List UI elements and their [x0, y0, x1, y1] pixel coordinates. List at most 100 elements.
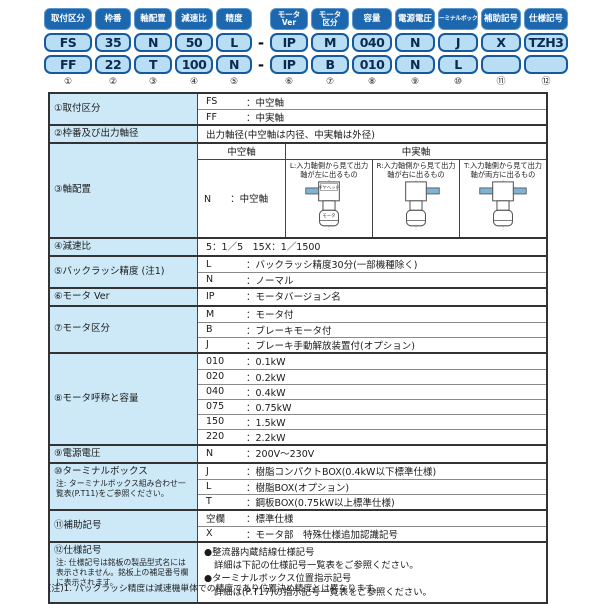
- code-box: B: [311, 55, 349, 74]
- gearbox-diagram-right-shaft: [405, 180, 440, 232]
- legend-code: 075: [206, 401, 225, 413]
- legend-row: 040 ：0.4kW: [198, 383, 546, 399]
- circled-number: ③: [148, 77, 158, 87]
- header-label: ターミナルボックス: [438, 15, 478, 22]
- solid-shaft-header: 中実軸: [401, 147, 431, 159]
- legend-code: 040: [206, 386, 225, 398]
- section-motor-capacity: ⑧モータ呼称と容量 010 ：0.1kW 020 ：0.2kW 040 ：0.4kW …: [50, 351, 546, 444]
- legend-code: IP: [206, 290, 215, 302]
- legend-code: J: [206, 465, 209, 477]
- legend-row: M ：モータ付: [198, 307, 546, 322]
- circled-number: ⑩: [453, 77, 463, 87]
- legend-row: X ：モータ部 特殊仕様追加認識記号: [198, 525, 546, 541]
- legend-desc: ：モータ付: [246, 310, 294, 322]
- legend-desc: ：中実軸: [246, 113, 285, 124]
- section-label-cell: ⑩ターミナルボックス 注: ターミナルボックス組み合わせ一覧表(P.T11)をご…: [50, 463, 198, 509]
- section-values: 010 ：0.1kW 020 ：0.2kW 040 ：0.4kW 075 ：0.75kW…: [198, 354, 546, 444]
- header-label: 電源電圧: [397, 13, 432, 24]
- circled-number: ⑧: [367, 77, 377, 87]
- legend-row: IP ：モータバージョン名: [198, 289, 546, 304]
- code-box: IP: [270, 55, 308, 74]
- code-box: 22: [95, 55, 131, 74]
- section-label: ⑪補助記号: [50, 510, 198, 541]
- spec-symbol-details: ●整流器内蔵結線仕様記号 詳細は下記の仕様記号一覧表をご参照ください。 ●ターミ…: [198, 543, 546, 603]
- code-box: 50: [175, 33, 213, 52]
- section-spec-symbol: ⑫仕様記号 注: 仕様記号は銘板の製品型式名には表示されません。銘板上の補足番号…: [50, 540, 546, 603]
- circled-number: ⑥: [284, 77, 294, 87]
- circled-number: ⑫: [541, 77, 551, 87]
- shaft-arrangement-area: 中空軸 中実軸 N ：中空軸 L:入力軸側から見て出力軸が左に出るもの: [198, 143, 546, 237]
- legend-desc: ：樹脂BOX(オプション): [246, 482, 350, 494]
- legend-code: 020: [206, 371, 225, 383]
- section-values: N ：200V～230V: [198, 446, 546, 462]
- code-separator-dash: -: [257, 55, 265, 74]
- section-motor-class: ⑦モータ区分 M ：モータ付 B ：ブレーキモータ付 J ：ブレーキ手動解放装置付(オ…: [50, 304, 546, 352]
- code-box: J: [438, 33, 478, 52]
- section-note: 注: 仕様記号は銘板の製品型式名には表示されません。銘板上の補足番号欄に表示され…: [56, 558, 189, 587]
- code-box: IP: [270, 33, 308, 52]
- code-box: T: [134, 55, 172, 74]
- legend-row: L ：樹脂BOX(オプション): [198, 478, 546, 494]
- legend-desc: ：鋼板BOX(0.75kW以上標準仕様): [246, 497, 395, 509]
- code-box: N: [395, 55, 435, 74]
- legend-code: N: [206, 274, 214, 286]
- section-frame-size: ②枠番及び出力軸径 出力軸径(中空軸は内径、中実軸は外径): [50, 124, 546, 142]
- legend-code: X: [206, 528, 213, 539]
- legend-desc: ：バックラッシ精度30分(一部機種除く): [246, 260, 418, 272]
- legend-code: B: [206, 324, 213, 336]
- motor-label: モータ: [323, 212, 336, 219]
- shaft-variants-row: N ：中空軸 L:入力軸側から見て出力軸が左に出るもの ギヤヘッド モータ: [198, 158, 546, 237]
- section-label: ③軸配置: [50, 143, 198, 237]
- code-col-header-frame: 枠番: [95, 8, 131, 30]
- legend-desc: ：樹脂コンパクトBOX(0.4kW以下標準仕様): [246, 467, 437, 478]
- legend-desc: ：0.2kW: [246, 372, 286, 384]
- code-legend-table: ①取付区分 FS ：中空軸 FF ：中実軸 ②枠番及び出力軸径 出力軸径(中空軸は内…: [48, 92, 548, 604]
- code-col-header-capacity: 容量: [352, 8, 392, 30]
- legend-row: B ：ブレーキモータ付: [198, 321, 546, 337]
- legend-row: L ：バックラッシ精度30分(一部機種除く): [198, 257, 546, 272]
- header-label: 取付区分: [50, 13, 85, 24]
- circled-number: ⑦: [325, 77, 335, 87]
- variant-description: T:入力軸側から見て出力軸が両方に出るもの: [464, 160, 542, 179]
- code-col-header-precision: 精度: [216, 8, 252, 30]
- section-shaft-arrangement: ③軸配置 中空軸 中実軸 N ：中空軸 L:入力軸側から見て出力軸が左に出るもの: [50, 141, 546, 237]
- section-label: ⑦モータ区分: [50, 306, 198, 352]
- section-label: ⑨電源電圧: [50, 445, 198, 462]
- shaft-variant-left: L:入力軸側から見て出力軸が左に出るもの ギヤヘッド モータ: [286, 159, 373, 237]
- section-mounting: ①取付区分 FS ：中空軸 FF ：中実軸: [50, 94, 546, 124]
- legend-desc: ：ブレーキ手動解放装置付(オプション): [246, 340, 415, 352]
- code-box: N: [134, 33, 172, 52]
- bullet-line: ●ターミナルボックス位置指示記号: [204, 573, 352, 585]
- code-separator-dash: -: [257, 33, 265, 52]
- section-values: L ：バックラッシ精度30分(一部機種除く) N ：ノーマル: [198, 257, 546, 287]
- code-col-header-motor-class: モータ 区分: [311, 8, 349, 30]
- variant-description: R:入力軸側から見て出力軸が右に出るもの: [376, 160, 456, 179]
- code-col-header-aux-symbol: 補助記号: [481, 8, 521, 30]
- legend-row: FS ：中空軸: [198, 94, 546, 109]
- code-box: L: [438, 55, 478, 74]
- section-values: 5：1／5 15X：1／1500: [198, 239, 546, 255]
- legend-desc: ：0.4kW: [246, 387, 286, 399]
- code-col-header-voltage: 電源電圧: [395, 8, 435, 30]
- header-label: 区分: [322, 18, 338, 27]
- header-label: Ver: [281, 18, 297, 27]
- legend-desc: ：標準仕様: [246, 514, 294, 525]
- legend-desc: ：1.5kW: [246, 417, 286, 429]
- legend-row: J ：ブレーキ手動解放装置付(オプション): [198, 336, 546, 352]
- shaft-variant-both: T:入力軸側から見て出力軸が両方に出るもの: [460, 160, 546, 237]
- circled-number: ②: [108, 77, 118, 87]
- header-label: 容量: [363, 13, 381, 24]
- code-box: L: [216, 33, 252, 52]
- section-values: ●整流器内蔵結線仕様記号 詳細は下記の仕様記号一覧表をご参照ください。 ●ターミ…: [198, 543, 546, 603]
- code-col-header-ratio: 減速比: [175, 8, 213, 30]
- section-label: ⑧モータ呼称と容量: [50, 353, 198, 444]
- section-aux-symbol: ⑪補助記号 空欄 ：標準仕様 X ：モータ部 特殊仕様追加認識記号: [50, 508, 546, 541]
- section-label: ①取付区分: [50, 94, 198, 124]
- shaft-type-header-row: 中空軸 中実軸: [198, 143, 546, 159]
- code-box: N: [395, 33, 435, 52]
- legend-row: 空欄 ：標準仕様: [198, 511, 546, 526]
- legend-row: 010 ：0.1kW: [198, 354, 546, 369]
- hollow-shaft-header: 中空軸: [198, 143, 286, 159]
- header-label: モータ: [277, 10, 301, 20]
- code-box: 100: [175, 55, 213, 74]
